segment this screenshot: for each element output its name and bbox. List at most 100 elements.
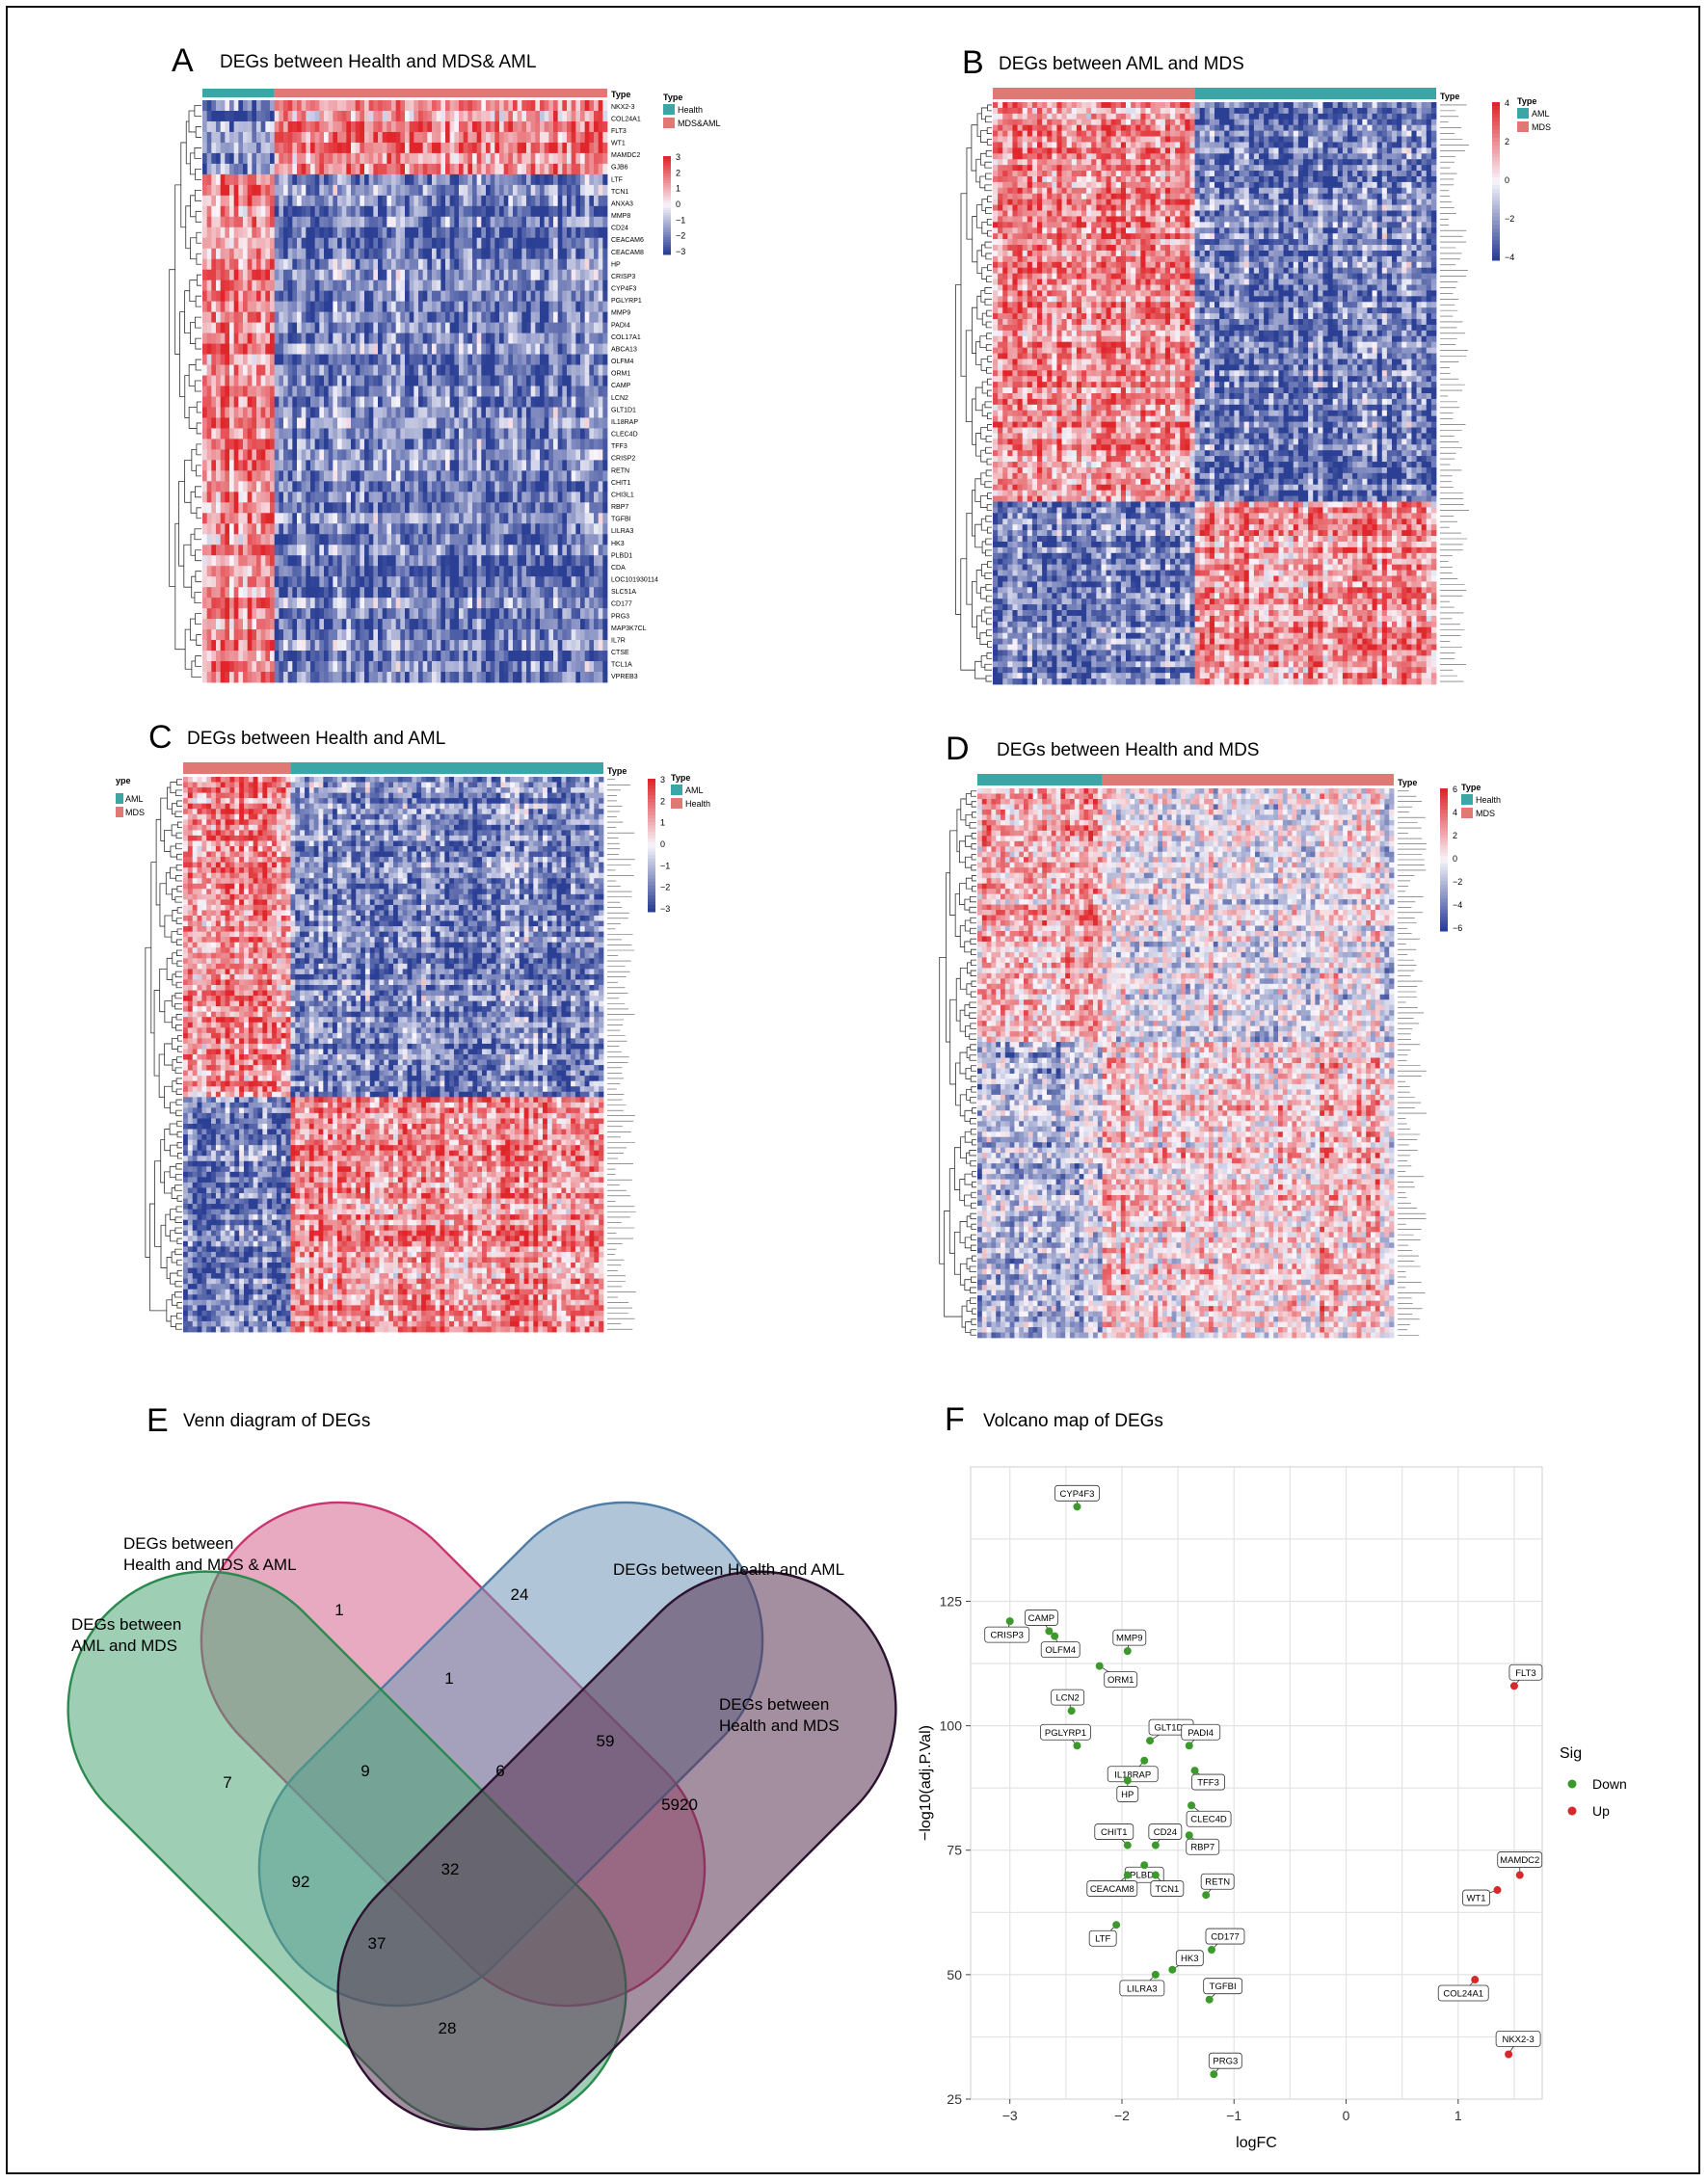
heatmap-cell (594, 164, 599, 174)
heatmap-cell (261, 386, 266, 397)
heatmap-cell (432, 227, 437, 238)
heatmap-cell (599, 291, 603, 302)
heatmap-cell (454, 270, 459, 280)
heatmap-cell (383, 121, 387, 132)
heatmap-cell (518, 302, 522, 312)
heatmap-cell (558, 121, 563, 132)
heatmap-cell (378, 185, 383, 196)
heatmap-cell (521, 217, 526, 227)
heatmap-cell (306, 153, 310, 164)
heatmap-cell (346, 376, 351, 386)
heatmap-cell (494, 291, 499, 302)
heatmap-cell (589, 355, 594, 365)
heatmap-cell (378, 196, 383, 206)
heatmap-cell (589, 344, 594, 355)
heatmap-cell (346, 132, 351, 143)
heatmap-cell (553, 280, 558, 291)
heatmap-cell (211, 153, 216, 164)
heatmap-cell (319, 132, 324, 143)
heatmap-cell (464, 259, 468, 270)
heatmap-cell (575, 270, 580, 280)
heatmap-cell (467, 217, 472, 227)
heatmap-cell (396, 196, 401, 206)
heatmap-cell (558, 196, 563, 206)
heatmap-cell (207, 396, 212, 407)
heatmap-cell (602, 312, 607, 323)
heatmap-cell (427, 280, 432, 291)
heatmap-cell (572, 217, 576, 227)
heatmap-cell (518, 365, 522, 376)
heatmap-a: TypeNKX2-3COL24A1FLT3WT1MAMDC2GJB6LTFTCN… (170, 89, 721, 682)
heatmap-cell (396, 132, 401, 143)
heatmap-cell (315, 365, 320, 376)
heatmap-cell (405, 153, 410, 164)
heatmap-cell (459, 376, 464, 386)
heatmap-cell (342, 249, 347, 259)
heatmap-cell (548, 185, 553, 196)
heatmap-cell (540, 355, 545, 365)
heatmap-cell (580, 153, 585, 164)
heatmap-cell (248, 121, 253, 132)
heatmap-cell (410, 376, 414, 386)
heatmap-cell (225, 312, 229, 323)
heatmap-cell (405, 227, 410, 238)
heatmap-cell (342, 386, 347, 397)
heatmap-cell (548, 164, 553, 174)
heatmap-cell (310, 153, 315, 164)
heatmap-cell (494, 355, 499, 365)
heatmap-cell (477, 143, 482, 153)
heatmap-cell (518, 355, 522, 365)
heatmap-cell (499, 344, 504, 355)
heatmap-cell (288, 365, 293, 376)
heatmap-cell (405, 323, 410, 333)
heatmap-cell (432, 185, 437, 196)
heatmap-cell (472, 206, 477, 217)
heatmap-cell (216, 227, 221, 238)
heatmap-cell (599, 132, 603, 143)
heatmap-cell (283, 386, 288, 397)
heatmap-cell (238, 100, 243, 111)
heatmap-cell (342, 143, 347, 153)
heatmap-cell (351, 365, 356, 376)
heatmap-cell (535, 291, 540, 302)
heatmap-cell (288, 386, 293, 397)
heatmap-cell (427, 270, 432, 280)
heatmap-cell (302, 227, 307, 238)
heatmap-cell (275, 259, 280, 270)
heatmap-cell (545, 227, 549, 238)
heatmap-cell (364, 100, 369, 111)
heatmap-cell (481, 100, 486, 111)
heatmap-cell (526, 185, 531, 196)
heatmap-cell (580, 196, 585, 206)
heatmap-cell (225, 153, 229, 164)
heatmap-cell (518, 206, 522, 217)
heatmap-cell (279, 312, 283, 323)
heatmap-cell (270, 100, 275, 111)
heatmap-cell (275, 121, 280, 132)
heatmap-cell (234, 344, 239, 355)
heatmap-cell (594, 227, 599, 238)
heatmap-cell (562, 238, 567, 249)
heatmap-cell (594, 355, 599, 365)
heatmap-cell (324, 196, 329, 206)
heatmap-cell (229, 396, 234, 407)
heatmap-cell (472, 302, 477, 312)
heatmap-cell (387, 100, 391, 111)
heatmap-cell (360, 365, 364, 376)
heatmap-cell (279, 185, 283, 196)
heatmap-cell (414, 386, 418, 397)
heatmap-cell (238, 174, 243, 185)
heatmap-cell (396, 164, 401, 174)
heatmap-cell (315, 376, 320, 386)
heatmap-cell (548, 121, 553, 132)
heatmap-cell (521, 333, 526, 344)
heatmap-cell (261, 227, 266, 238)
heatmap-cell (450, 291, 455, 302)
heatmap-cell (378, 206, 383, 217)
heatmap-cell (459, 100, 464, 111)
heatmap-cell (558, 185, 563, 196)
heatmap-cell (486, 386, 491, 397)
heatmap-cell (324, 249, 329, 259)
heatmap-cell (216, 185, 221, 196)
heatmap-cell (324, 280, 329, 291)
